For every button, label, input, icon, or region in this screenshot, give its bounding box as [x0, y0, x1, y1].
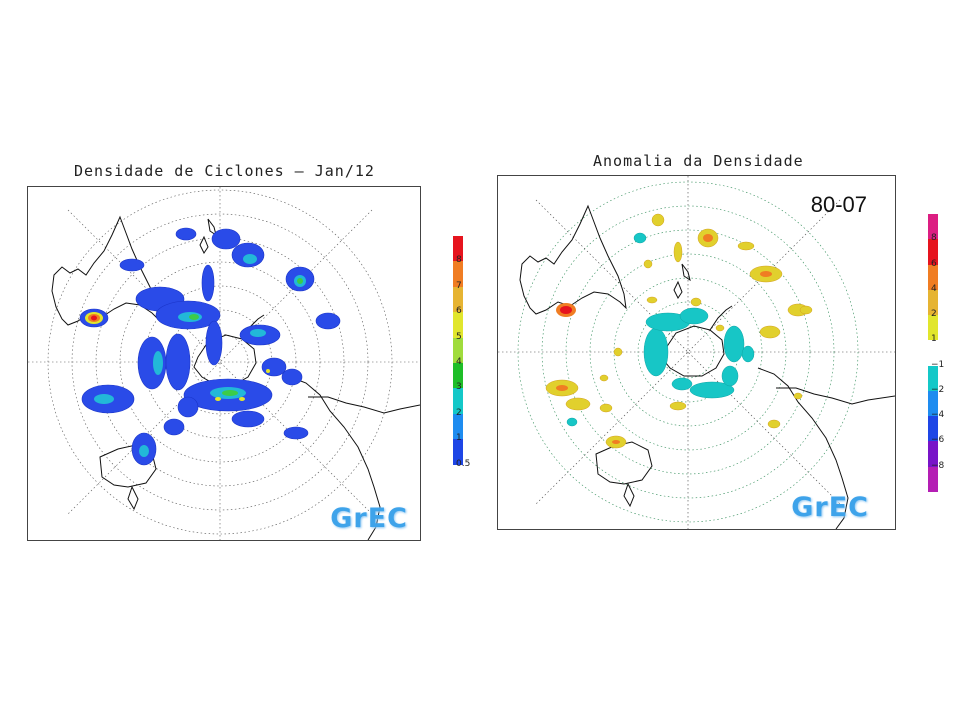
- density-colorbar: 8 7 6 5 4 3 2 1 0.5: [453, 236, 493, 490]
- colorbar-swatch: [928, 289, 938, 316]
- colorbar-swatch: [928, 214, 938, 240]
- colorbar-swatch: [453, 464, 463, 490]
- colorbar-label: 6: [931, 258, 937, 269]
- cyclone-density-map-svg: [28, 187, 420, 540]
- colorbar-label: −8: [931, 460, 945, 471]
- colorbar-swatch: [453, 388, 463, 414]
- colorbar-label: 5: [456, 331, 462, 342]
- colorbar-label: 4: [931, 283, 937, 294]
- polar-grid: [498, 176, 895, 529]
- colorbar-label: 7: [456, 280, 462, 291]
- colorbar-swatch: [928, 365, 938, 391]
- colorbar-label: 2: [456, 407, 462, 418]
- colorbar-swatch: [453, 413, 463, 440]
- cyclone-density-map: GrEC: [27, 186, 421, 541]
- grec-logo: GrEC: [330, 503, 408, 534]
- density-anomaly-map: 80-07 GrEC: [497, 175, 896, 530]
- colorbar-label: 2: [931, 309, 937, 320]
- coastlines: [519, 204, 895, 529]
- colorbar-swatch: [928, 315, 938, 341]
- colorbar-label: 4: [456, 357, 462, 367]
- period-label: 80-07: [810, 192, 867, 217]
- colorbar-label: 6: [456, 306, 462, 317]
- polar-grid: [28, 187, 420, 540]
- colorbar-swatch: [928, 416, 938, 442]
- left-map-title: Densidade de Ciclones — Jan/12: [74, 162, 375, 180]
- colorbar-swatch: [928, 390, 938, 417]
- colorbar-swatch: [928, 239, 938, 265]
- colorbar-swatch: [928, 340, 938, 366]
- colorbar-swatch: [453, 312, 463, 338]
- anomaly-colorbar: 8 6 4 2 1 −1 −2 −4 −6 −8: [928, 214, 960, 492]
- colorbar-swatch: [453, 286, 463, 313]
- anomaly-blobs: [545, 213, 813, 449]
- cyclone-density-blobs: [79, 227, 341, 466]
- colorbar-label: 1: [456, 433, 462, 444]
- grec-logo: GrEC: [791, 492, 869, 523]
- colorbar-swatch: [453, 439, 463, 465]
- colorbar-label: −4: [931, 410, 945, 421]
- colorbar-label: −6: [931, 435, 945, 446]
- colorbar-label: 8: [931, 233, 937, 244]
- colorbar-label: 3: [456, 382, 462, 393]
- colorbar-swatch: [453, 363, 463, 389]
- colorbar-swatch: [453, 337, 463, 363]
- colorbar-label: 8: [456, 255, 462, 266]
- colorbar-swatch: [928, 441, 938, 467]
- colorbar-label: 0.5: [456, 458, 471, 469]
- colorbar-label: −2: [931, 384, 945, 395]
- colorbar-label: 1: [931, 334, 937, 345]
- colorbar-label: −1: [931, 359, 945, 370]
- colorbar-swatch: [453, 236, 463, 262]
- density-anomaly-map-svg: [498, 176, 895, 529]
- colorbar-swatch: [453, 261, 463, 287]
- colorbar-swatch: [928, 264, 938, 290]
- colorbar-swatch: [928, 466, 938, 492]
- right-map-title: Anomalia da Densidade: [593, 152, 804, 170]
